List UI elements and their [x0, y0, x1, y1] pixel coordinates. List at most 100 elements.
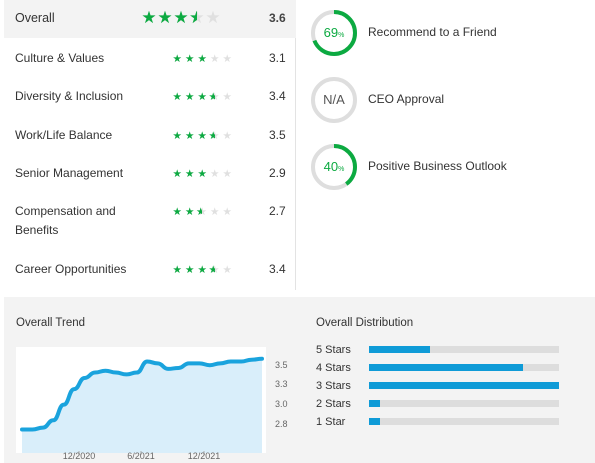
- distribution-label: 4 Stars: [316, 362, 351, 374]
- stat-value: N/A: [323, 92, 345, 107]
- distribution-bar-track: [369, 346, 559, 353]
- progress-arc: [311, 10, 357, 56]
- x-tick-label: 6/2021: [127, 451, 155, 461]
- progress-arc: [311, 144, 357, 190]
- stats-panel: 69% Recommend to a Friend N/A CEO Approv…: [300, 0, 595, 290]
- rating-value: 3.4: [269, 262, 286, 276]
- star-rating: ★★★★★★★★★★: [171, 90, 234, 104]
- stat-label: Recommend to a Friend: [368, 25, 497, 39]
- star-icon: ★★: [173, 8, 189, 27]
- star-icon: ★★: [189, 8, 205, 27]
- distribution-bar-fill: [369, 400, 381, 407]
- distribution-row[interactable]: 1 Star: [316, 415, 576, 429]
- distribution-bar-track: [369, 418, 559, 425]
- star-icon: ★★: [185, 264, 195, 276]
- star-icon: ★★: [208, 130, 220, 142]
- star-icon: ★★: [141, 8, 157, 27]
- rating-label: Overall: [15, 11, 55, 25]
- star-icon: ★★: [208, 264, 220, 276]
- star-icon: ★★: [172, 91, 182, 103]
- trend-title: Overall Trend: [16, 317, 86, 329]
- rating-value: 3.4: [269, 89, 286, 103]
- rating-row-work-life-balance[interactable]: Work/Life Balance ★★★★★★★★★★ 3.5: [4, 125, 296, 147]
- distribution-row[interactable]: 2 Stars: [316, 397, 576, 411]
- star-icon: ★★: [208, 91, 220, 103]
- star-icon: ★★: [172, 206, 182, 218]
- x-tick-label: 12/2020: [63, 451, 96, 461]
- star-icon: ★★: [222, 130, 232, 142]
- y-tick-label: 2.8: [275, 419, 288, 429]
- distribution-bar-track: [369, 382, 559, 389]
- rating-row-senior-management[interactable]: Senior Management ★★★★★★★★★★ 2.9: [4, 163, 296, 185]
- stat-value: 69%: [323, 25, 345, 40]
- y-tick-label: 3.3: [275, 379, 288, 389]
- star-icon: ★★: [172, 130, 182, 142]
- stat-label: CEO Approval: [368, 92, 445, 106]
- star-icon: ★★: [197, 264, 207, 276]
- rating-value: 3.5: [269, 128, 286, 142]
- rating-value: 2.9: [269, 166, 286, 180]
- stat-label: Positive Business Outlook: [368, 159, 507, 173]
- star-icon: ★★: [222, 206, 232, 218]
- rating-value: 2.7: [269, 204, 286, 218]
- star-rating: ★★★★★★★★★★: [171, 129, 234, 143]
- star-icon: ★★: [222, 53, 232, 65]
- distribution-bar-fill: [369, 346, 430, 353]
- star-icon: ★★: [197, 91, 207, 103]
- distribution-bar-fill: [369, 364, 523, 371]
- distribution-row[interactable]: 5 Stars: [316, 343, 576, 357]
- trend-distribution-panel: Overall Trend 2.8 3.0 3.3 3.5 12/2020 6/2021 1…: [4, 297, 595, 463]
- rating-label: Senior Management: [15, 166, 124, 180]
- star-icon: ★★: [185, 168, 195, 180]
- distribution-row[interactable]: 4 Stars: [316, 361, 576, 375]
- star-icon: ★★: [185, 91, 195, 103]
- x-tick-label: 12/2021: [188, 451, 221, 461]
- rating-row-career-opportunities[interactable]: Career Opportunities ★★★★★★★★★★ 3.4: [4, 259, 296, 281]
- distribution-label: 1 Star: [316, 416, 346, 428]
- star-icon: ★★: [210, 53, 220, 65]
- y-tick-label: 3.5: [275, 360, 288, 370]
- star-icon: ★★: [185, 53, 195, 65]
- star-icon: ★★: [172, 264, 182, 276]
- distribution-row[interactable]: 3 Stars: [316, 379, 576, 393]
- star-icon: ★★: [222, 91, 232, 103]
- rating-row-diversity-inclusion[interactable]: Diversity & Inclusion ★★★★★★★★★★ 3.4: [4, 86, 296, 108]
- trend-chart[interactable]: 2.8 3.0 3.3 3.5 12/2020 6/2021 12/2021: [4, 297, 304, 463]
- distribution-title: Overall Distribution: [316, 317, 414, 329]
- rating-label: Diversity & Inclusion: [15, 89, 124, 103]
- star-rating: ★★★★★★★★★★: [141, 8, 221, 28]
- rating-row-culture-values[interactable]: Culture & Values ★★★★★★★★★★ 3.1: [4, 48, 296, 70]
- rating-value: 3.6: [269, 11, 286, 25]
- star-icon: ★★: [172, 168, 182, 180]
- star-icon: ★★: [157, 8, 173, 27]
- distribution-label: 2 Stars: [316, 398, 351, 410]
- progress-ring: [311, 10, 357, 56]
- star-icon: ★★: [222, 168, 232, 180]
- star-rating: ★★★★★★★★★★: [171, 167, 234, 181]
- rating-label: Compensation and Benefits: [15, 204, 116, 237]
- star-icon: ★★: [205, 8, 221, 27]
- rating-label: Work/Life Balance: [15, 128, 113, 142]
- star-icon: ★★: [210, 206, 220, 218]
- distribution-bar-fill: [369, 418, 381, 425]
- star-icon: ★★: [185, 206, 195, 218]
- rating-value: 3.1: [269, 51, 286, 65]
- star-icon: ★★: [210, 168, 220, 180]
- star-icon: ★★: [197, 168, 207, 180]
- rating-label: Culture & Values: [15, 51, 105, 65]
- rating-row-overall[interactable]: Overall ★★★★★★★★★★ 3.6: [4, 0, 296, 38]
- star-icon: ★★: [197, 130, 207, 142]
- rating-row-compensation-benefits[interactable]: Compensation and Benefits ★★★★★★★★★★ 2.7: [4, 201, 296, 241]
- distribution-bar-track: [369, 400, 559, 407]
- stat-value: 40%: [323, 159, 345, 174]
- progress-ring: [311, 144, 357, 190]
- distribution-bar-fill: [369, 382, 559, 389]
- trend-line: [20, 356, 264, 432]
- distribution-bar-track: [369, 364, 559, 371]
- star-rating: ★★★★★★★★★★: [171, 263, 234, 277]
- star-icon: ★★: [185, 130, 195, 142]
- star-icon: ★★: [172, 53, 182, 65]
- ratings-panel: Overall ★★★★★★★★★★ 3.6 Culture & Values …: [4, 0, 296, 290]
- star-icon: ★★: [196, 206, 207, 218]
- star-icon: ★★: [197, 53, 207, 65]
